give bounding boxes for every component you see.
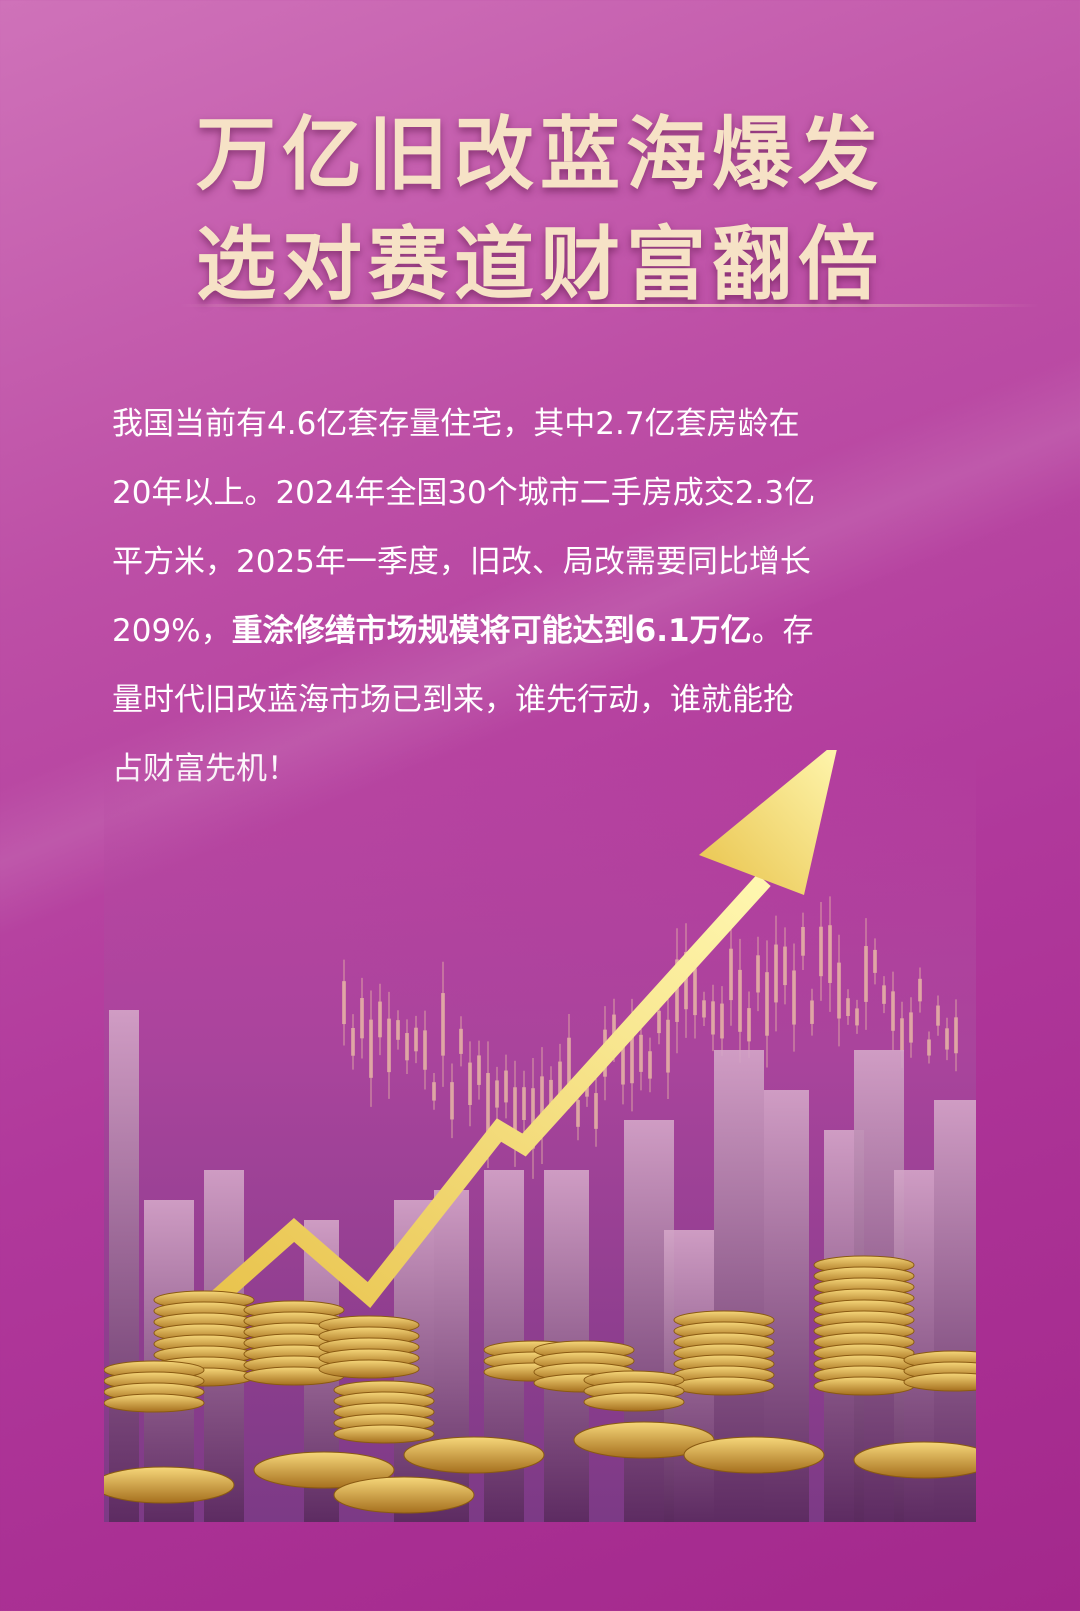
candle-body [459,1028,463,1054]
candle-body [351,1028,355,1056]
arrow-shaft-icon [198,873,771,1317]
candle-body [657,1010,661,1034]
candle-body [738,969,742,1032]
headline-line-1: 万亿旧改蓝海爆发 [196,108,884,201]
candle-body [900,1018,904,1052]
gold-coin [673,1376,775,1396]
candle-body [846,998,850,1016]
gold-coin [104,1393,205,1413]
gold-coin [853,1441,976,1479]
candle-body [630,1026,634,1084]
candle-body [594,1093,598,1129]
candle-body [882,985,886,1004]
gold-coin [583,1392,685,1412]
candle-body [774,944,778,1003]
candle-body [522,1087,526,1121]
candle-body [783,946,787,986]
candle-body [504,1070,508,1103]
building [109,1010,139,1522]
candle-body [909,1012,913,1043]
candle-body [666,1019,670,1073]
candle-body [837,962,841,1019]
candle-body [891,991,895,1031]
candle-body [756,955,760,993]
candle-body [639,1034,643,1072]
candle-body [612,1014,616,1047]
candle-body [576,1100,580,1127]
title-divider-glow [180,304,1040,307]
candle-body [360,998,364,1039]
candle-body [513,1087,517,1141]
candle-body [405,1033,409,1061]
paragraph-text: 。存 [751,613,814,649]
gold-coin [333,1476,475,1514]
candle-body [720,1003,724,1039]
candle-body [648,1051,652,1079]
candle-body [828,925,832,983]
candle-body [918,978,922,1002]
candle-body [621,1044,625,1085]
rising-arrow-city-coins-icon [104,750,976,1522]
candle-body [423,1030,427,1070]
candle-body [936,1005,940,1026]
gold-coin [253,1451,395,1489]
candle-body [927,1039,931,1056]
candle-body [693,968,697,1016]
candle-body [495,1080,499,1108]
candle-body [945,1028,949,1050]
candle-body [792,970,796,1025]
candle-body [954,1017,958,1054]
gold-coin [813,1376,915,1396]
candle-body [450,1082,454,1120]
candle-body [684,951,688,1010]
candle-body [387,1018,391,1073]
candle-body [531,1088,535,1149]
paragraph-line: 我国当前有4.6亿套存量住宅，其中2.7亿套房龄在 [112,406,800,442]
gold-coin [104,1466,235,1504]
gold-coin [683,1436,825,1474]
candle-body [567,1037,571,1086]
paragraph-line: 平方米，2025年一季度，旧改、局改需要同比增长 [112,544,811,580]
arrow-head-icon [699,750,837,895]
highlight-text: 重涂修缮市场规模将可能达到6.1万亿 [231,613,752,649]
candle-body [873,949,877,973]
paragraph-line: 20年以上。2024年全国30个城市二手房成交2.3亿 [112,475,816,511]
candlestick-chart-icon [342,896,958,1179]
candle-body [342,981,346,1025]
paragraph-line: 量时代旧改蓝海市场已到来，谁先行动，谁就能抢 [112,682,794,718]
candle-body [711,1001,715,1035]
candle-body [810,1000,814,1024]
candle-body [432,1082,436,1101]
gold-coins-icon [104,1255,976,1514]
candle-body [477,1055,481,1085]
gold-coin [333,1424,435,1444]
candle-body [729,948,733,1001]
candle-body [378,1001,382,1038]
candle-body [675,959,679,1022]
candle-body [864,946,868,1002]
candle-body [396,1020,400,1040]
candle-body [702,1000,706,1018]
candle-body [540,1076,544,1135]
candle-body [414,1027,418,1052]
candle-body [819,926,823,977]
candle-body [486,1073,490,1137]
candle-body [369,1019,373,1078]
candle-body [468,1062,472,1105]
candle-body [747,1008,751,1042]
intro-paragraph: 我国当前有4.6亿套存量住宅，其中2.7亿套房龄在 20年以上。2024年全国3… [112,390,972,804]
candle-body [558,1061,562,1097]
paragraph-line: 209%，重涂修缮市场规模将可能达到6.1万亿。存 [112,597,972,666]
headline-line-2: 选对赛道财富翻倍 [196,218,884,311]
gold-coin [903,1372,976,1392]
gold-coin [403,1436,545,1474]
paragraph-text: 209%， [112,613,232,649]
candle-body [441,993,445,1056]
candle-body [549,1079,553,1108]
gold-coin [318,1359,420,1379]
candle-body [801,927,805,956]
candle-body [765,972,769,1036]
candle-body [855,1008,859,1026]
